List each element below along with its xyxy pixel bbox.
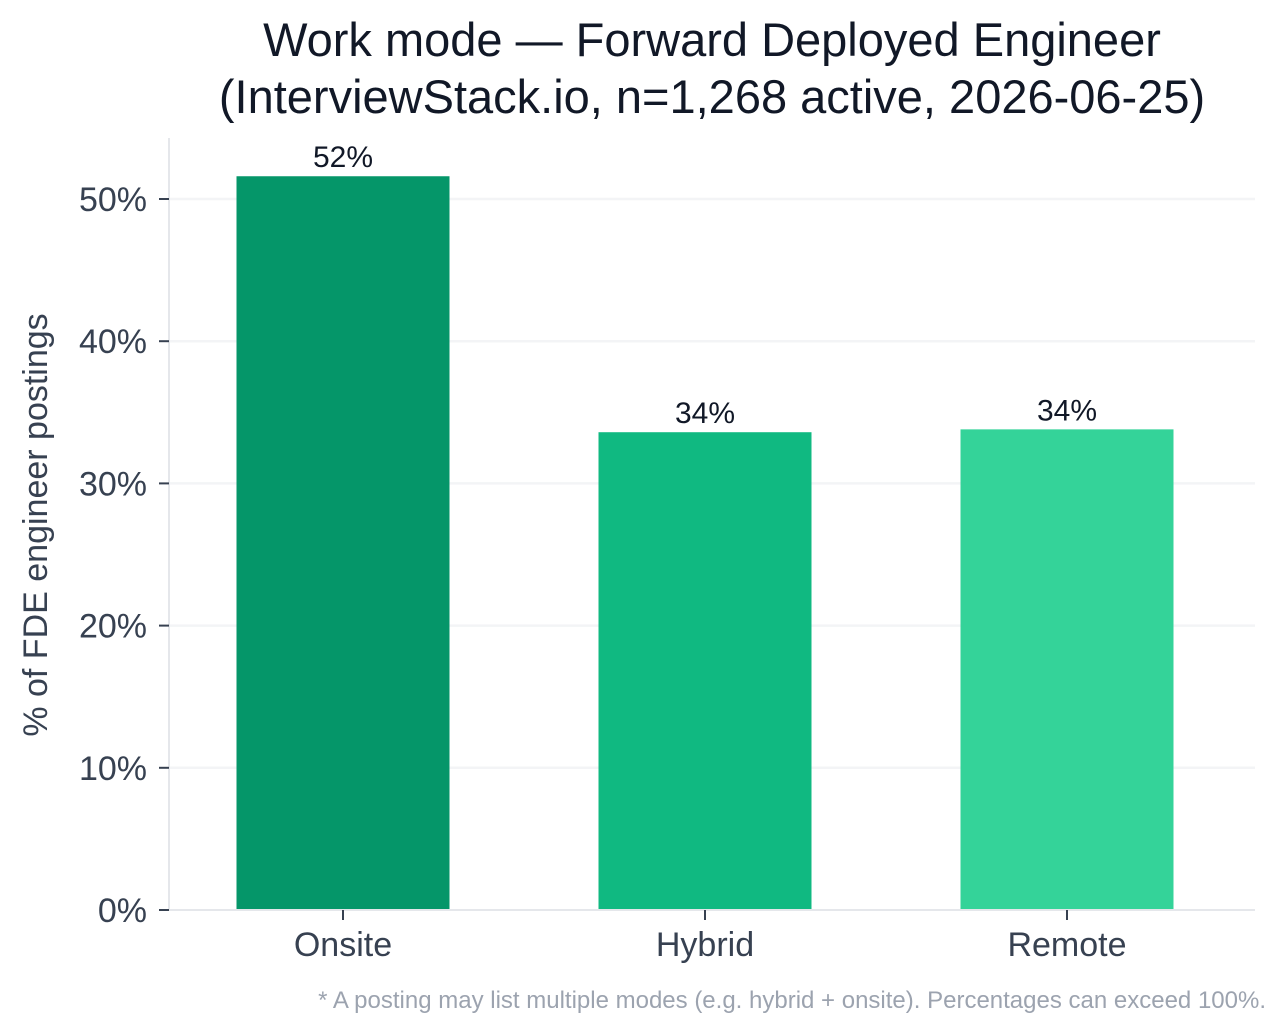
data-label-remote: 34%: [1037, 394, 1097, 427]
footnote: * A posting may list multiple modes (e.g…: [318, 987, 1266, 1014]
chart-subtitle: (InterviewStack.io, n=1,268 active, 2026…: [219, 70, 1205, 123]
data-label-onsite: 52%: [313, 141, 373, 174]
y-tick-label: 30%: [79, 465, 147, 503]
x-axis-ticks: Onsite Hybrid Remote: [294, 910, 1127, 964]
bars: [236, 176, 1174, 911]
y-tick-label: 40%: [79, 323, 147, 361]
y-tick-label: 50%: [79, 181, 147, 219]
bar-remote: [960, 429, 1174, 910]
data-labels: 52% 34% 34%: [313, 141, 1097, 430]
y-axis-label: % of FDE engineer postings: [17, 313, 55, 736]
x-tick-label-remote: Remote: [1007, 926, 1126, 964]
data-label-hybrid: 34%: [675, 397, 735, 430]
y-tick-label: 20%: [79, 608, 147, 646]
y-axis-ticks: 0% 10% 20% 30% 40% 50%: [79, 181, 169, 930]
y-tick-label: 0%: [98, 892, 147, 930]
x-tick-label-hybrid: Hybrid: [656, 926, 754, 964]
y-tick-label: 10%: [79, 750, 147, 788]
bar-onsite: [236, 176, 450, 911]
x-tick-label-onsite: Onsite: [294, 926, 392, 964]
bar-hybrid: [598, 432, 812, 910]
chart-title: Work mode — Forward Deployed Engineer: [263, 13, 1161, 66]
